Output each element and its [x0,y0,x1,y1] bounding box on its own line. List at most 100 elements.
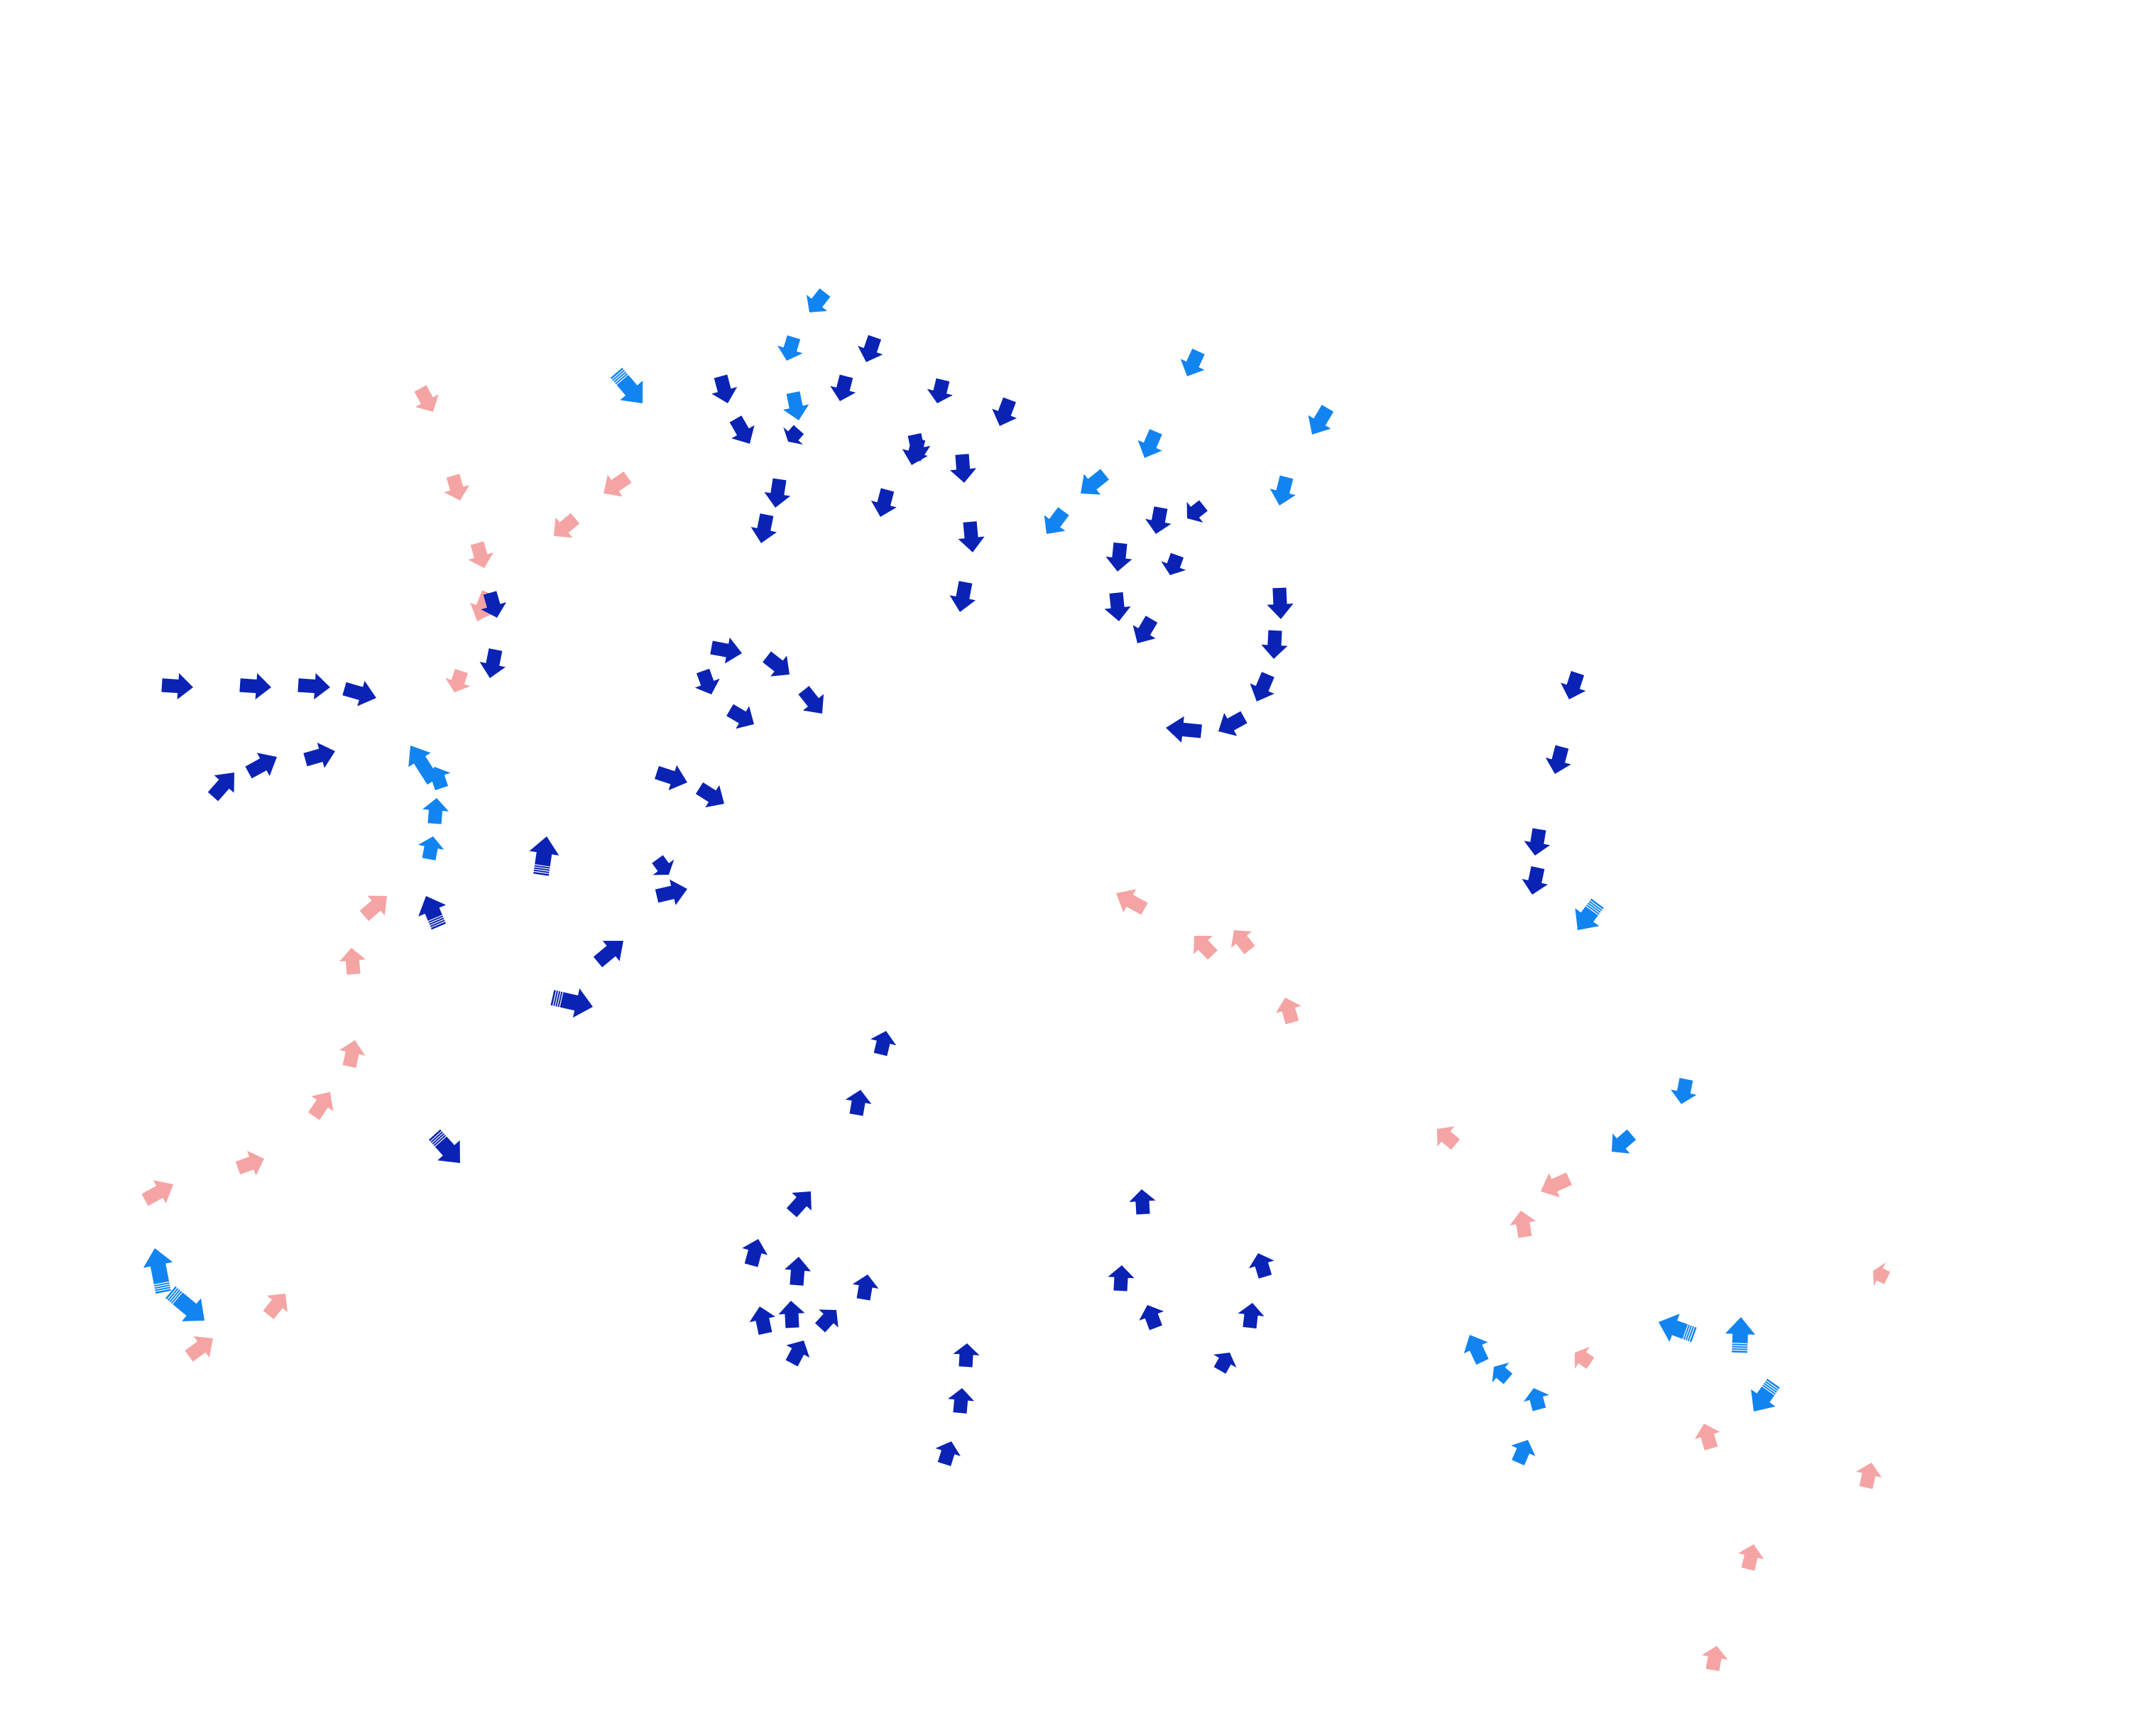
block-arrow-icon [143,1248,173,1294]
block-arrow-icon [1180,349,1205,377]
block-arrow-icon [529,836,559,876]
block-arrow-icon [1248,1252,1274,1279]
arrow-shape [1250,672,1274,702]
arrow-shape [1165,716,1202,743]
arrow-shape [1436,1126,1460,1150]
arrow-shape [1856,1463,1882,1490]
arrow-shape [1248,1252,1274,1279]
arrow-shape [207,773,234,802]
block-arrow-icon [1522,866,1549,895]
block-arrow-icon [1186,500,1208,523]
block-arrow-icon [729,415,755,444]
arrow-stripe [430,1130,442,1142]
arrow-shape [297,673,331,700]
arrow-shape [870,488,897,518]
arrow-shape [652,855,674,875]
block-arrow-icon [359,895,388,922]
block-arrow-icon [1856,1463,1882,1490]
arrow-shape [949,581,976,612]
arrow-shape [1186,500,1208,523]
block-arrow-icon [655,765,688,790]
block-arrow-icon [1275,997,1301,1025]
block-arrow-icon [185,1336,214,1362]
arrow-shape [141,1180,173,1206]
arrow-shape [359,895,388,922]
arrow-stripe [555,990,559,1007]
arrow-stripe [534,868,550,872]
arrow-shape [1523,1388,1549,1412]
arrow-stripe [1765,1380,1779,1390]
arrow-shape [729,415,755,444]
arrow-stripe [427,915,443,922]
block-arrow-icon [1044,507,1069,535]
block-arrow-icon [1308,405,1334,435]
arrow-shape [749,1306,776,1335]
arrow-shape [1180,349,1205,377]
block-arrow-icon [308,1091,334,1120]
arrow-shape [468,541,494,569]
arrow-shape [1116,889,1148,915]
arrow-stripe [1762,1385,1775,1396]
arrow-shape [1137,429,1162,459]
arrow-shape [1492,1362,1513,1385]
arrow-shape [1575,898,1604,931]
arrow-shape [763,651,790,677]
block-arrow-icon [1561,671,1586,699]
arrow-shape [239,673,272,700]
block-arrow-icon [444,474,470,501]
arrow-shape [870,1030,897,1057]
arrow-shape [786,1191,812,1218]
arrow-shape [303,742,336,768]
arrow-shape [1218,711,1247,736]
block-arrow-icon [1738,1544,1764,1571]
arrow-shape [1725,1316,1756,1353]
block-arrow-icon [165,1286,205,1321]
block-arrow-icon [422,797,449,824]
block-arrow-icon [711,374,738,404]
arrow-shape [1104,592,1131,621]
block-arrow-icon [777,335,803,361]
arrow-shape [1751,1378,1780,1412]
block-arrow-icon [1238,1303,1265,1329]
block-arrow-icon [1165,716,1202,743]
arrow-shape [1267,587,1294,619]
block-arrow-icon [1463,1334,1489,1365]
arrow-shape [603,471,632,497]
block-arrow-icon [610,367,643,403]
arrow-stripe [431,1132,444,1144]
arrow-shape [1701,1645,1728,1671]
arrow-shape [339,1039,366,1069]
arrow-shape [1561,671,1586,699]
arrow-stripe [430,921,446,928]
block-arrow-icon [695,782,725,808]
block-arrow-icon [1108,1265,1135,1292]
arrow-stripe [533,870,550,875]
arrows-layer [141,288,1891,1671]
block-arrow-icon [1492,1362,1513,1385]
block-arrow-icon [1161,552,1186,575]
arrow-shape [445,668,471,693]
block-arrow-icon [339,1039,366,1069]
arrow-shape [750,513,777,544]
block-arrow-icon [948,1388,975,1414]
arrow-shape [845,1089,872,1116]
arrow-shape [806,288,831,313]
block-arrow-icon [750,513,777,544]
arrow-shape [1261,630,1288,660]
arrow-stripe [167,1287,178,1300]
arrow-shape [1044,507,1069,535]
arrow-shape [1545,745,1571,775]
arrow-stripe [1585,905,1599,916]
arrow-shape [1611,1129,1637,1154]
arrow-shape [1269,475,1296,506]
arrow-shape [948,1388,975,1414]
arrow-shape [1872,1262,1891,1287]
block-arrow-icon [652,855,674,875]
block-arrow-icon [593,940,624,968]
block-arrow-icon [263,1294,288,1319]
arrow-shape [1230,929,1255,954]
block-arrow-icon [763,651,790,677]
arrow-shape [428,1129,461,1164]
block-arrow-icon [1230,929,1255,954]
